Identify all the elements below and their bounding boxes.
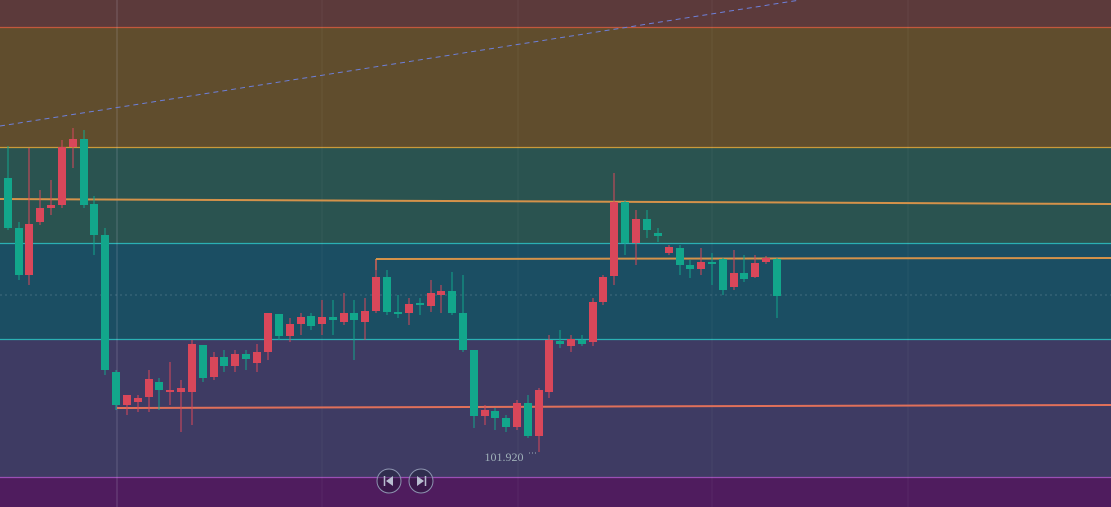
candle-body (773, 259, 781, 296)
candle-body (405, 304, 413, 313)
candle-body (567, 339, 575, 346)
candle-body (610, 202, 618, 276)
candle-body (437, 291, 445, 295)
candle-body (524, 403, 532, 436)
icon (417, 476, 424, 486)
candle-body (556, 341, 564, 344)
candle-body (697, 262, 705, 269)
candle-body (286, 324, 294, 336)
candle-body (416, 303, 424, 305)
candle-body (535, 390, 543, 436)
level-line (0, 198, 1111, 205)
zone (0, 147, 1111, 243)
candle-body (589, 302, 597, 342)
candle-body (394, 312, 402, 314)
candle-body (632, 219, 640, 243)
candle-body (730, 273, 738, 287)
candle-body (90, 204, 98, 235)
candle-body (112, 372, 120, 405)
candle-body (719, 259, 727, 290)
candles (4, 128, 781, 452)
candle-body (134, 398, 142, 402)
candle-body (545, 340, 553, 392)
candle-body (762, 258, 770, 262)
zone (0, 477, 1111, 507)
candle-body (58, 147, 66, 205)
candle-body (253, 352, 261, 363)
candle-body (513, 403, 521, 427)
candle-body (177, 388, 185, 392)
candle-body (297, 317, 305, 324)
candle-body (123, 395, 131, 405)
candle-body (199, 345, 207, 378)
candle-body (665, 247, 673, 253)
zone (0, 0, 1111, 27)
candle-body (4, 178, 12, 228)
candle-body (329, 317, 337, 320)
nav-next[interactable] (408, 468, 434, 494)
candle-body (361, 311, 369, 322)
candle-body (448, 291, 456, 313)
candle-body (470, 350, 478, 416)
candle-body (427, 293, 435, 306)
candle-body (242, 354, 250, 359)
candle-body (459, 313, 467, 350)
candle-body (275, 314, 283, 336)
candle-body (340, 313, 348, 322)
candle-body (145, 379, 153, 397)
candle-body (210, 357, 218, 377)
candle-body (740, 273, 748, 279)
candle-body (491, 411, 499, 418)
candle-body (188, 344, 196, 392)
candle-body (383, 277, 391, 312)
zone-lines (0, 26, 1111, 479)
candle-body (686, 265, 694, 269)
candle-body (621, 202, 629, 243)
candle-body (599, 277, 607, 302)
candle-body (80, 139, 88, 205)
candle-body (220, 357, 228, 366)
candle-body (708, 262, 716, 264)
candle-body (502, 418, 510, 427)
candle-body (751, 263, 759, 277)
candle-body (25, 224, 33, 275)
candle-body (36, 208, 44, 222)
candle-body (318, 317, 326, 324)
zone (0, 27, 1111, 147)
candle-body (350, 313, 358, 320)
candle-body (372, 277, 380, 311)
nav-prev[interactable] (376, 468, 402, 494)
level-line (116, 404, 1111, 409)
candle-body (155, 382, 163, 390)
candle-body (264, 313, 272, 352)
candle-body (166, 390, 174, 392)
candle-body (481, 410, 489, 416)
candle-body (101, 235, 109, 370)
candle-body (654, 233, 662, 236)
price-label: 101.920 (485, 450, 524, 464)
candle-body (47, 205, 55, 208)
candle-body (69, 139, 77, 147)
candle-body (643, 219, 651, 230)
candle-body (578, 340, 586, 344)
candle-body (307, 316, 315, 326)
candle-body (15, 228, 23, 275)
candle-body (231, 354, 239, 366)
icon (386, 476, 393, 486)
candle-body (676, 248, 684, 265)
